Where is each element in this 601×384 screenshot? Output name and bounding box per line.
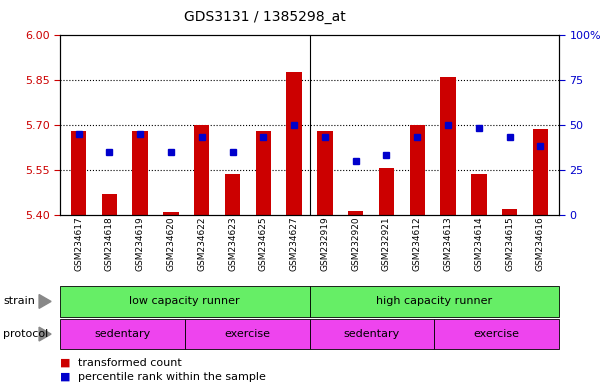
Bar (348, 210, 364, 215)
Text: protocol: protocol (3, 329, 48, 339)
Text: exercise: exercise (224, 329, 270, 339)
Bar (102, 194, 117, 215)
Text: transformed count: transformed count (78, 358, 182, 368)
Bar (471, 174, 487, 215)
Bar (502, 209, 517, 215)
Bar (317, 131, 332, 215)
Bar (225, 174, 240, 215)
Text: ■: ■ (60, 372, 70, 382)
Text: GDS3131 / 1385298_at: GDS3131 / 1385298_at (183, 10, 346, 23)
Text: exercise: exercise (474, 329, 520, 339)
Bar (532, 129, 548, 215)
Text: percentile rank within the sample: percentile rank within the sample (78, 372, 266, 382)
Bar (163, 212, 178, 215)
Text: sedentary: sedentary (94, 329, 151, 339)
Bar (71, 131, 87, 215)
Bar (132, 131, 148, 215)
Text: sedentary: sedentary (344, 329, 400, 339)
Text: strain: strain (3, 296, 35, 306)
Bar (410, 125, 425, 215)
Text: high capacity runner: high capacity runner (376, 296, 492, 306)
Bar (287, 72, 302, 215)
Text: low capacity runner: low capacity runner (129, 296, 240, 306)
Bar (255, 131, 271, 215)
Text: ■: ■ (60, 358, 70, 368)
Bar (194, 125, 209, 215)
Bar (379, 169, 394, 215)
Bar (441, 77, 456, 215)
